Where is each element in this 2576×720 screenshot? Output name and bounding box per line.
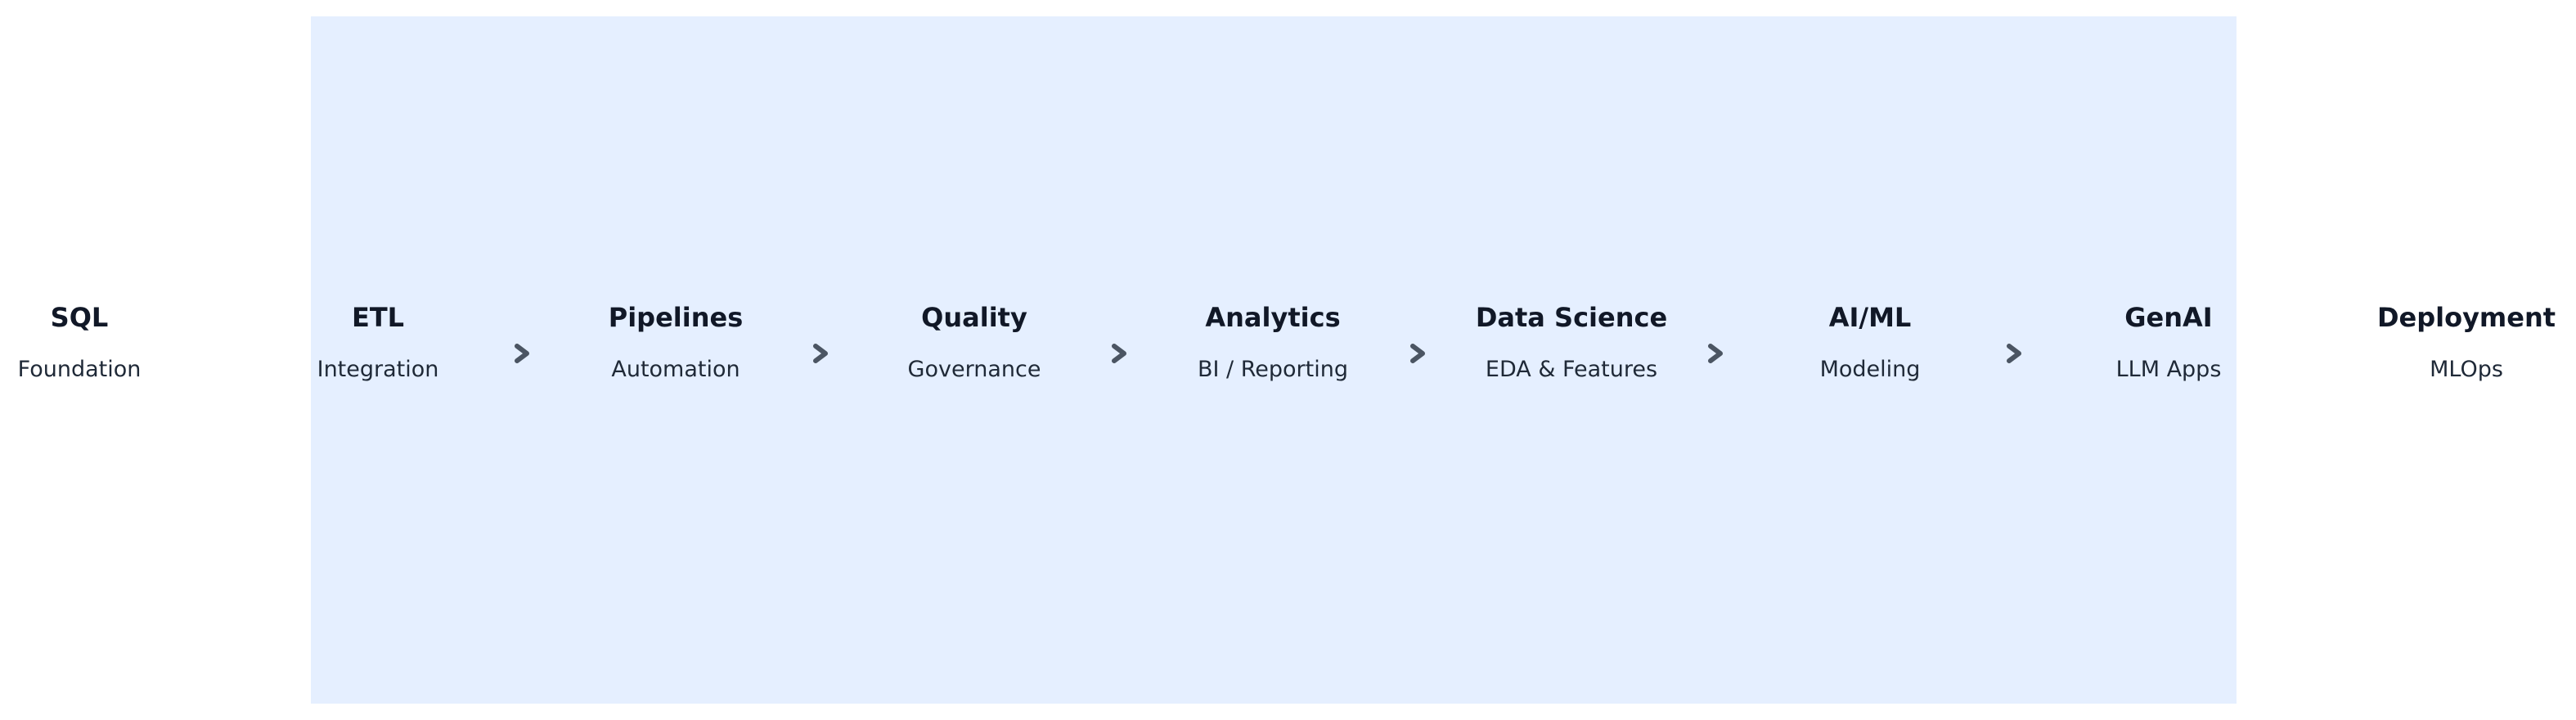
stage-title: ETL [351, 302, 405, 333]
stage-subtitle: BI / Reporting [1197, 357, 1348, 382]
stage-analytics: Analytics BI / Reporting [1150, 298, 1396, 383]
stage-title: Pipelines [608, 302, 744, 333]
chevron-right-icon [2003, 342, 2025, 365]
stage-title: GenAI [2124, 302, 2213, 333]
chevron-right-icon [1108, 342, 1131, 365]
stage-subtitle: Modeling [1819, 357, 1921, 382]
highlight-band [311, 16, 2237, 704]
stage-title: Deployment [2376, 302, 2556, 333]
stage-title: SQL [50, 302, 109, 333]
stage-subtitle: MLOps [2430, 357, 2503, 382]
stage-data-science: Data Science EDA & Features [1449, 298, 1694, 383]
stage-title: AI/ML [1828, 302, 1912, 333]
stage-subtitle: EDA & Features [1485, 357, 1658, 382]
stage-deployment: Deployment MLOps [2344, 298, 2576, 383]
stage-subtitle: Governance [907, 357, 1041, 382]
stage-sql: SQL Foundation [0, 298, 202, 383]
stage-pipelines: Pipelines Automation [553, 298, 798, 383]
stage-subtitle: Automation [611, 357, 740, 382]
chevron-right-icon [1704, 342, 1727, 365]
stage-etl: ETL Integration [255, 298, 501, 383]
stage-title: Data Science [1475, 302, 1668, 333]
stage-genai: GenAI LLM Apps [2046, 298, 2291, 383]
chevron-right-icon [809, 342, 832, 365]
chevron-right-icon [1406, 342, 1429, 365]
stage-title: Analytics [1205, 302, 1341, 333]
stage-subtitle: Integration [317, 357, 439, 382]
stage-quality: Quality Governance [852, 298, 1097, 383]
stage-title: Quality [921, 302, 1027, 333]
stage-subtitle: LLM Apps [2115, 357, 2222, 382]
chevron-right-icon [510, 342, 533, 365]
stage-ai-ml: AI/ML Modeling [1747, 298, 1993, 383]
stage-subtitle: Foundation [17, 357, 142, 382]
